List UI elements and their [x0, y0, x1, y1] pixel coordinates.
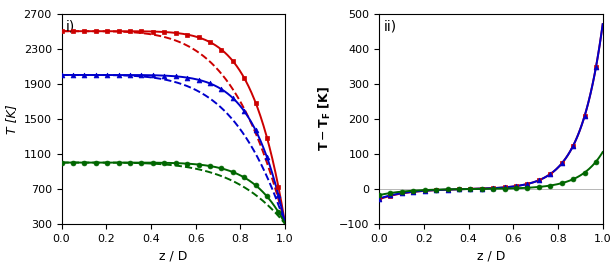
- X-axis label: z / D: z / D: [159, 249, 188, 262]
- Y-axis label: T [K]: T [K]: [5, 104, 18, 133]
- Y-axis label: $\mathbf{T}-\mathbf{T_F}\ \mathbf{[K]}$: $\mathbf{T}-\mathbf{T_F}\ \mathbf{[K]}$: [317, 86, 333, 151]
- Text: ii): ii): [384, 20, 397, 34]
- X-axis label: z / D: z / D: [477, 249, 505, 262]
- Text: i): i): [66, 20, 75, 34]
